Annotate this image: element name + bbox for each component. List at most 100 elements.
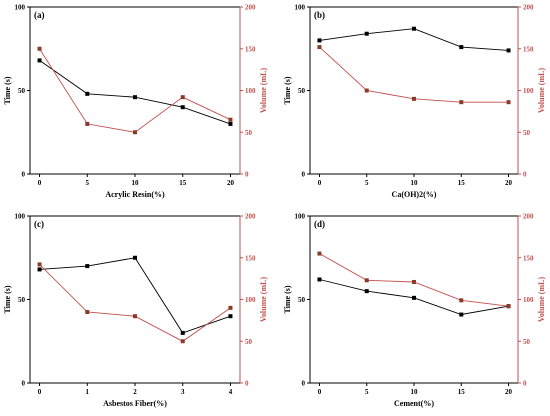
y2-tick-label: 150 (245, 45, 256, 53)
y-tick-label: 0 (302, 380, 306, 388)
time-data-point (317, 277, 322, 282)
x-tick-label: 20 (505, 388, 513, 396)
volume-data-point (317, 251, 322, 256)
volume-data-point (364, 278, 369, 283)
x-tick-label: 20 (227, 179, 235, 187)
y-tick-label: 0 (302, 171, 306, 179)
y-tick-label: 50 (18, 87, 26, 95)
x-tick-label: 5 (86, 179, 90, 187)
y2-tick-label: 0 (245, 171, 249, 179)
volume-series-line (39, 264, 231, 342)
volume-data-point (459, 298, 464, 303)
volume-data-point (412, 96, 416, 101)
y-tick-label: 100 (295, 213, 306, 221)
y-axis-title: Time (s) (3, 285, 12, 313)
volume-data-point (228, 117, 233, 122)
y2-tick-label: 50 (523, 338, 531, 346)
volume-data-point (364, 88, 369, 93)
time-data-point (364, 31, 369, 36)
x-tick-label: 0 (318, 179, 322, 187)
volume-data-point (37, 262, 42, 267)
time-data-point (133, 95, 137, 100)
time-data-point (37, 267, 42, 272)
y2-tick-label: 150 (523, 254, 534, 262)
y2-tick-label: 0 (523, 171, 527, 179)
time-data-point (364, 289, 369, 294)
time-data-point (459, 45, 464, 50)
y-tick-label: 0 (22, 380, 26, 388)
y2-tick-label: 150 (523, 45, 534, 53)
y2-tick-label: 100 (245, 87, 256, 95)
x-axis-title: Asbestos Fiber(%) (103, 399, 167, 408)
time-data-point (412, 26, 416, 31)
x-tick-label: 10 (132, 179, 140, 187)
x-tick-label: 15 (179, 179, 187, 187)
time-data-point (317, 38, 322, 43)
volume-data-point (506, 100, 511, 105)
x-tick-label: 15 (458, 179, 466, 187)
x-tick-label: 3 (181, 388, 185, 396)
volume-data-point (85, 310, 90, 315)
volume-data-point (228, 305, 233, 310)
y2-tick-label: 200 (245, 213, 256, 221)
time-data-point (37, 58, 42, 63)
volume-data-point (459, 100, 464, 105)
volume-series-line (319, 46, 509, 103)
time-data-point (228, 121, 233, 126)
y-tick-label: 100 (15, 213, 26, 221)
time-data-point (506, 48, 511, 53)
time-data-point (133, 255, 137, 260)
y2-axis-title: Volume (mL) (537, 277, 546, 323)
y-axis-title: Time (s) (283, 76, 292, 104)
volume-data-point (506, 304, 511, 309)
time-series-line (39, 60, 231, 125)
y-axis-title: Time (s) (3, 76, 12, 104)
volume-series-line (39, 48, 231, 133)
panel-label: (a) (34, 10, 45, 20)
volume-data-point (37, 46, 42, 51)
panel-label: (c) (34, 219, 44, 229)
y2-tick-label: 0 (523, 380, 527, 388)
volume-data-point (133, 314, 137, 319)
time-series-line (39, 257, 231, 334)
y2-tick-label: 50 (245, 129, 253, 137)
y2-tick-label: 50 (523, 129, 531, 137)
y2-axis-title: Volume (mL) (537, 68, 546, 114)
y2-tick-label: 150 (245, 254, 256, 262)
time-data-point (412, 295, 416, 300)
time-data-point (459, 312, 464, 317)
x-tick-label: 0 (318, 388, 322, 396)
y2-tick-label: 100 (523, 87, 534, 95)
y-axis-title: Time (s) (283, 285, 292, 313)
time-data-point (228, 314, 233, 319)
chart-panel-4: 0 5 10 15 20050100050100150200Cement(%)Time … (283, 213, 546, 409)
x-tick-label: 10 (411, 179, 419, 187)
time-data-point (85, 264, 90, 269)
y-tick-label: 100 (295, 4, 306, 12)
volume-data-point (180, 95, 185, 100)
x-axis-title: Acrylic Resin(%) (105, 190, 165, 199)
y2-tick-label: 200 (523, 4, 534, 12)
volume-data-point (317, 45, 322, 50)
x-tick-label: 5 (365, 388, 369, 396)
x-axis-title: Cement(%) (394, 399, 434, 408)
x-tick-label: 5 (365, 179, 369, 187)
y-tick-label: 50 (298, 296, 306, 304)
y2-tick-label: 100 (523, 296, 534, 304)
panel-label: (d) (314, 219, 325, 229)
x-tick-label: 1 (86, 388, 90, 396)
x-tick-label: 2 (133, 388, 137, 396)
volume-data-point (133, 130, 137, 135)
x-tick-label: 0 (38, 179, 42, 187)
x-tick-label: 4 (229, 388, 233, 396)
chart-panel-2: 0 5 10 15 20050100050100150200Ca(OH)2(%)Time… (283, 4, 546, 200)
x-tick-label: 15 (458, 388, 466, 396)
x-tick-label: 20 (505, 179, 513, 187)
volume-data-point (180, 339, 185, 344)
x-tick-label: 10 (411, 388, 419, 396)
volume-data-point (412, 279, 416, 284)
y2-tick-label: 200 (245, 4, 256, 12)
time-data-point (180, 105, 185, 110)
